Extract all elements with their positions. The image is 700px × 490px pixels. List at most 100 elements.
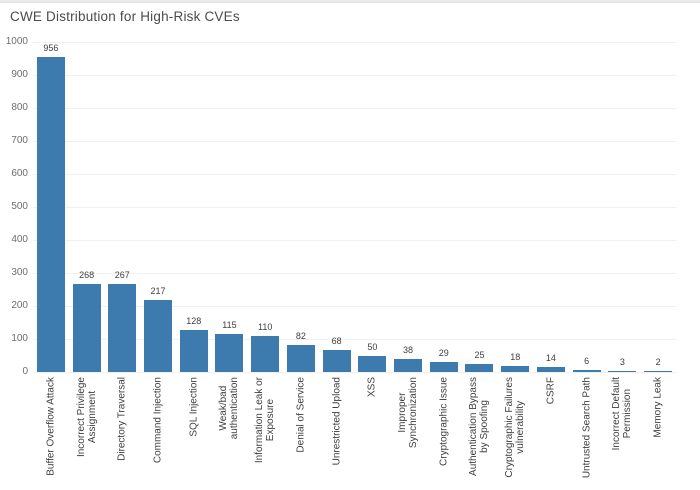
gridline [33, 75, 676, 76]
x-label-slot: Incorrect Default Permission [605, 377, 641, 487]
x-axis-label: Denial of Service [295, 377, 307, 453]
gridline [33, 108, 676, 109]
bar[interactable] [644, 371, 673, 372]
x-label-slot: Authentication Bypass by Spoofing [462, 377, 498, 487]
bar[interactable] [322, 349, 351, 372]
x-axis-label: Cryptographic Failures vulnerability [504, 377, 527, 478]
x-axis-labels: Buffer Overflow Attack Incorrect Privileg… [33, 377, 676, 487]
bar-slot: 68 [319, 42, 355, 372]
x-axis-label: Weak/bad authentication [218, 377, 241, 440]
y-tick-label: 600 [11, 168, 28, 179]
y-axis: 0 100 200 300 400 500 600 700 800 900 1000 [0, 37, 28, 377]
y-tick-label: 1000 [5, 36, 28, 47]
bar[interactable] [608, 371, 637, 372]
bar-slot: 268 [69, 42, 105, 372]
bar-value-label: 68 [331, 335, 342, 346]
bar[interactable] [394, 359, 423, 372]
x-label-slot: Cryptographic Failures vulnerability [497, 377, 533, 487]
bar[interactable] [572, 370, 601, 372]
gridline [33, 207, 676, 208]
bar[interactable] [286, 344, 315, 372]
bar-slot: 956 [33, 42, 69, 372]
bar-slot: 110 [247, 42, 283, 372]
x-axis-label: Command Injection [152, 377, 164, 464]
bar[interactable] [36, 56, 65, 372]
x-label-slot: Incorrect Privilege Assignment [69, 377, 105, 487]
bar-value-label: 3 [619, 357, 625, 368]
x-axis-label: Untrusted Search Path [581, 377, 593, 479]
gridline [33, 339, 676, 340]
bar-value-label: 128 [186, 315, 202, 326]
bar[interactable] [215, 334, 244, 372]
y-tick-label: 100 [11, 333, 28, 344]
x-axis-label: Buffer Overflow Attack [45, 377, 57, 476]
bar[interactable] [358, 355, 387, 372]
y-tick-label: 200 [11, 300, 28, 311]
x-label-slot: Untrusted Search Path [569, 377, 605, 487]
bar[interactable] [179, 329, 208, 372]
x-label-slot: Directory Traversal [104, 377, 140, 487]
bar-slot: 50 [354, 42, 390, 372]
x-label-slot: Command Injection [140, 377, 176, 487]
bar-value-label: 29 [438, 348, 449, 359]
x-label-slot: Cryptographic Issue [426, 377, 462, 487]
bar-slot: 29 [426, 42, 462, 372]
y-tick-label: 500 [11, 201, 28, 212]
x-axis-label: Information Leak or Exposure [254, 377, 277, 464]
y-tick-label: 900 [11, 69, 28, 80]
x-label-slot: Buffer Overflow Attack [33, 377, 69, 487]
bar-slot: 115 [212, 42, 248, 372]
bar-value-label: 38 [403, 345, 414, 356]
bar[interactable] [144, 300, 173, 372]
x-label-slot: Information Leak or Exposure [247, 377, 283, 487]
bar-value-label: 50 [367, 341, 378, 352]
x-label-slot: Unrestricted Upload [319, 377, 355, 487]
window-top-edge [0, 0, 700, 3]
x-label-slot: Memory Leak [640, 377, 676, 487]
bar-value-label: 2 [655, 357, 661, 368]
x-label-slot: Weak/bad authentication [212, 377, 248, 487]
gridline [33, 306, 676, 307]
bar-slot: 128 [176, 42, 212, 372]
x-axis-label: Incorrect Privilege Assignment [75, 377, 98, 458]
gridline [33, 141, 676, 142]
bar-value-label: 268 [79, 269, 95, 280]
bar-value-label: 82 [295, 330, 306, 341]
bar[interactable] [429, 362, 458, 372]
bar[interactable] [465, 363, 494, 372]
bar-slot: 3 [605, 42, 641, 372]
x-axis-label: SQL Injection [188, 377, 200, 437]
x-axis-label: Incorrect Default Permission [611, 377, 634, 451]
bar-value-label: 110 [257, 321, 273, 332]
x-axis-label: Authentication Bypass by Spoofing [468, 377, 491, 476]
bar-slot: 6 [569, 42, 605, 372]
bar[interactable] [72, 283, 101, 372]
bar[interactable] [251, 335, 280, 372]
bar-slot: 217 [140, 42, 176, 372]
x-label-slot: CSRF [533, 377, 569, 487]
y-tick-label: 0 [22, 366, 28, 377]
y-tick-label: 800 [11, 102, 28, 113]
x-axis-label: XSS [366, 377, 378, 398]
bar-slot: 82 [283, 42, 319, 372]
x-axis-label: Unrestricted Upload [331, 377, 343, 466]
gridline [33, 174, 676, 175]
x-axis-label: Memory Leak [652, 377, 664, 438]
bar-value-label: 217 [150, 286, 166, 297]
bar[interactable] [108, 283, 137, 372]
x-axis-label: Directory Traversal [116, 377, 128, 461]
bar-value-label: 115 [222, 320, 237, 331]
gridline [33, 273, 676, 274]
x-axis-label: CSRF [545, 377, 557, 405]
bar[interactable] [501, 366, 530, 372]
bar[interactable] [536, 367, 565, 372]
gridline [33, 372, 676, 373]
bar-slot: 267 [104, 42, 140, 372]
y-tick-label: 700 [11, 135, 28, 146]
gridline [33, 42, 676, 43]
x-label-slot: SQL Injection [176, 377, 212, 487]
x-axis-label: Improper Synchronization [397, 377, 420, 449]
x-label-slot: Improper Synchronization [390, 377, 426, 487]
bars-container: 956 268 267 217 128 115 110 82 68 50 38 29 25 18 14 6 3 2 [33, 42, 676, 372]
